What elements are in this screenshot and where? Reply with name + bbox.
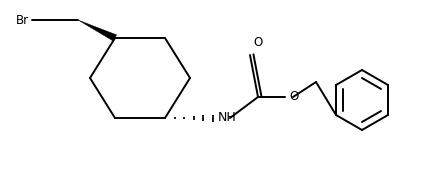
Text: O: O [289, 91, 298, 104]
Text: O: O [252, 36, 261, 49]
Text: NH: NH [218, 111, 236, 124]
Text: Br: Br [16, 14, 29, 27]
Polygon shape [78, 20, 116, 41]
